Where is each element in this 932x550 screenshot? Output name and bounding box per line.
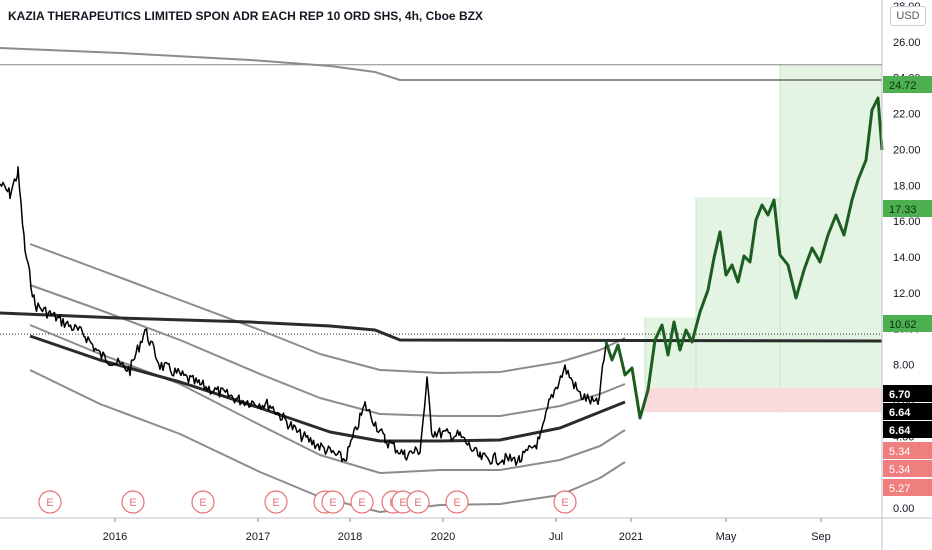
y-tick-label: 12.00 [893, 288, 921, 300]
price-level-box [883, 76, 932, 93]
earnings-marker[interactable]: E [350, 490, 374, 514]
stop-zone [645, 387, 882, 413]
price-level-box [883, 385, 932, 402]
price-level-text: 24.72 [889, 80, 917, 92]
price-level-text: 10.62 [889, 319, 917, 331]
x-tick-label: Sep [811, 531, 831, 543]
y-tick-label: 8.00 [893, 360, 914, 372]
price-level-box [883, 403, 932, 420]
price-level-label: 6.64 [883, 403, 932, 420]
x-tick-label: 2020 [431, 531, 455, 543]
price-level-box [883, 479, 932, 496]
y-tick-label: 14.00 [893, 252, 921, 264]
earnings-marker[interactable]: E [264, 490, 288, 514]
earnings-letter: E [399, 497, 406, 509]
upper-band-line [0, 47, 882, 81]
earnings-letter: E [414, 497, 421, 509]
channel-band-line [29, 243, 626, 374]
y-tick-label: 26.00 [893, 37, 921, 49]
projection-line [604, 96, 884, 420]
x-tick-label: 2018 [338, 531, 362, 543]
earnings-circle [191, 490, 215, 514]
target-zone [696, 197, 780, 388]
earnings-letter: E [358, 497, 365, 509]
x-tick-label: 2021 [619, 531, 643, 543]
x-tick-label: 2016 [103, 531, 127, 543]
price-level-box [883, 200, 932, 217]
price-level-label: 17.33 [883, 200, 932, 217]
earnings-marker[interactable]: E [121, 490, 145, 514]
earnings-letter: E [46, 497, 53, 509]
price-level-label: 10.62 [883, 315, 932, 332]
earnings-circle [445, 490, 469, 514]
earnings-letter: E [199, 497, 206, 509]
price-level-box [883, 442, 932, 459]
earnings-letter: E [453, 497, 460, 509]
earnings-circle [350, 490, 374, 514]
currency-button[interactable]: USD [890, 6, 926, 26]
price-level-label: 5.27 [883, 479, 932, 496]
y-tick-label: 20.00 [893, 144, 921, 156]
price-level-label: 5.34 [883, 460, 932, 477]
price-level-text: 6.70 [889, 389, 910, 401]
y-tick-label: 16.00 [893, 216, 921, 228]
earnings-letter: E [272, 497, 279, 509]
earnings-letter: E [329, 497, 336, 509]
earnings-circle [121, 490, 145, 514]
x-tick-label: Jul [549, 531, 563, 543]
earnings-marker[interactable]: E [38, 490, 62, 514]
price-level-label: 6.70 [883, 385, 932, 402]
earnings-circle [38, 490, 62, 514]
earnings-circle [264, 490, 288, 514]
price-level-text: 5.34 [889, 464, 910, 476]
x-tick-label: 2017 [246, 531, 270, 543]
y-tick-label: 0.00 [893, 503, 914, 515]
y-tick-label: 22.00 [893, 109, 921, 121]
price-level-box [883, 460, 932, 477]
earnings-circle [321, 490, 345, 514]
channel-band-line [29, 369, 626, 513]
price-level-text: 5.34 [889, 446, 910, 458]
price-level-box [883, 315, 932, 332]
channel-band-line [29, 284, 626, 417]
earnings-letter: E [129, 497, 136, 509]
earnings-marker[interactable]: E [321, 490, 345, 514]
price-level-box [883, 421, 932, 438]
x-tick-label: May [716, 531, 737, 543]
mid-ma-line [29, 334, 626, 443]
price-level-label: 5.34 [883, 442, 932, 459]
earnings-marker[interactable]: E [445, 490, 469, 514]
price-level-label: 24.72 [883, 76, 932, 93]
earnings-marker[interactable]: E [191, 490, 215, 514]
earnings-letter: E [561, 497, 568, 509]
price-level-text: 6.64 [889, 407, 911, 419]
earnings-marker[interactable]: E [406, 490, 430, 514]
price-level-text: 17.33 [889, 204, 917, 216]
long-ma-line [0, 311, 883, 343]
price-level-text: 5.27 [889, 483, 910, 495]
chart-title: KAZIA THERAPEUTICS LIMITED SPON ADR EACH… [8, 9, 483, 23]
earnings-marker[interactable]: E [553, 490, 577, 514]
price-line [0, 166, 607, 466]
price-level-label: 6.64 [883, 421, 932, 438]
price-level-text: 6.64 [889, 425, 911, 437]
y-tick-label: 18.00 [893, 180, 921, 192]
earnings-circle [553, 490, 577, 514]
earnings-circle [406, 490, 430, 514]
